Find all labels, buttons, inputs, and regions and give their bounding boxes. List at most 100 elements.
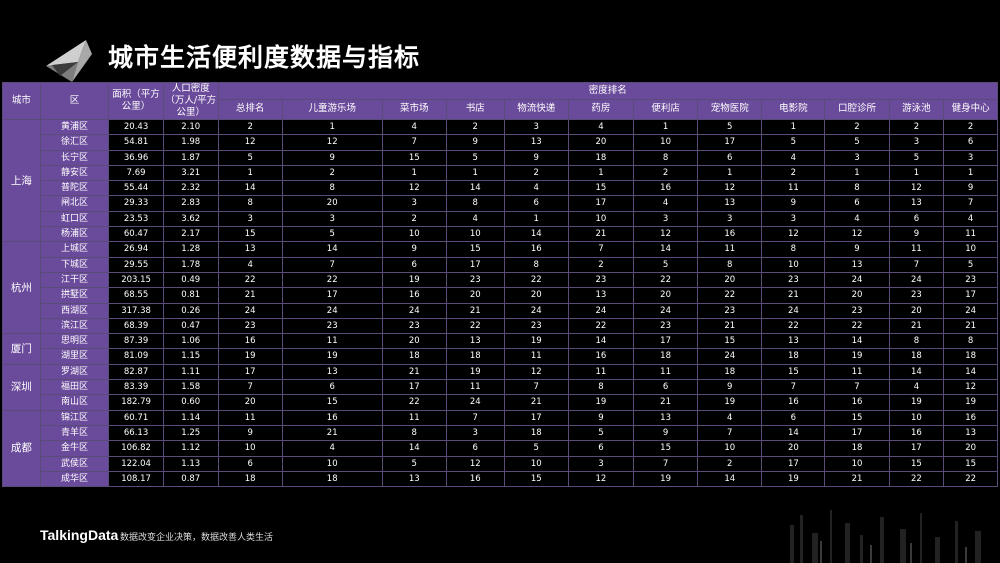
table-row: 虹口区 23.53 3.62 3 3 2 4 1 10 3 3 3 4 6 4 [3,210,998,228]
rank-cell: 18 [217,470,283,488]
rank-cell: 18 [824,440,890,457]
area-cell: 66.13 [108,424,164,442]
density-cell: 2.17 [162,226,219,243]
rank-cell: 21 [633,394,699,411]
rank-cell: 14 [503,226,569,243]
density-cell: 0.49 [162,271,219,289]
density-cell: 0.81 [162,287,219,304]
area-cell: 108.17 [108,470,164,488]
footer-slogan: 数据改变企业决策，数据改善人类生活 [120,533,274,543]
rank-cell: 1 [445,164,505,182]
rank-cell: 7 [824,379,890,396]
rank-cell: 10 [761,256,826,273]
rank-cell: 3 [217,210,283,228]
rank-cell: 5 [633,256,699,273]
rank-cell: 12 [281,134,383,151]
rank-cell: 19 [567,394,635,411]
rank-cell: 3 [381,195,447,212]
rank-cell: 4 [445,210,505,228]
rank-cell: 20 [943,440,998,457]
rank-cell: 19 [503,333,569,350]
rank-cell: 13 [824,256,890,273]
rank-cell: 23 [281,317,383,335]
rank-cell: 23 [633,317,699,335]
rank-cell: 16 [503,241,569,258]
rank-cell: 21 [697,317,763,335]
rank-cell: 2 [697,455,763,472]
rank-cell: 20 [445,287,505,304]
rank-cell: 6 [888,210,945,228]
rank-cell: 13 [503,134,569,151]
header-rank-col: 宠物医院 [697,98,763,121]
rank-cell: 18 [281,470,383,488]
rank-cell: 6 [633,379,699,396]
rank-cell: 10 [888,409,945,426]
rank-cell: 22 [943,470,998,488]
rank-cell: 22 [281,271,383,289]
rank-cell: 9 [445,134,505,151]
table-row: 拱墅区 68.55 0.81 21 17 16 20 20 13 20 22 21 20 23 17 [3,287,998,304]
rank-cell: 18 [697,363,763,381]
rank-cell: 15 [888,455,945,472]
rank-cell: 10 [281,455,383,472]
rank-cell: 6 [281,379,383,396]
rank-cell: 4 [281,440,383,457]
rank-cell: 20 [281,195,383,212]
rank-cell: 12 [381,180,447,197]
rank-cell: 24 [503,302,569,319]
rank-cell: 7 [697,424,763,442]
rank-cell: 6 [217,455,283,472]
area-cell: 36.96 [108,149,164,166]
rank-cell: 13 [281,363,383,381]
district-cell: 徐汇区 [39,134,110,151]
rank-cell: 2 [943,118,998,136]
rank-cell: 17 [888,440,945,457]
rank-cell: 16 [633,180,699,197]
page-title: 城市生活便利度数据与指标 [108,43,421,72]
rank-cell: 18 [445,348,505,365]
rank-cell: 11 [217,409,283,426]
rank-cell: 15 [824,409,890,426]
rank-cell: 19 [281,348,383,365]
density-cell: 1.06 [162,333,219,350]
rank-cell: 16 [761,394,826,411]
rank-cell: 16 [943,409,998,426]
rank-cell: 11 [503,348,569,365]
rank-cell: 1 [503,210,569,228]
rank-cell: 14 [697,470,763,488]
rank-cell: 9 [888,226,945,243]
district-cell: 西湖区 [39,302,110,319]
density-cell: 0.47 [162,317,219,335]
rank-cell: 2 [381,210,447,228]
district-cell: 拱墅区 [39,287,110,304]
rank-cell: 3 [888,134,945,151]
rank-cell: 12 [503,363,569,381]
table-row: 青羊区 66.13 1.25 9 21 8 3 18 5 9 7 14 17 16 13 [3,424,998,442]
rank-cell: 8 [888,333,945,350]
district-cell: 滨江区 [39,317,110,335]
city-cell: 成都 [2,409,41,488]
density-cell: 1.28 [162,241,219,258]
rank-cell: 2 [217,118,283,136]
rank-cell: 11 [824,363,890,381]
district-cell: 罗湖区 [39,363,110,381]
rank-cell: 17 [943,287,998,304]
rank-cell: 24 [445,394,505,411]
rank-cell: 19 [824,348,890,365]
rank-cell: 6 [824,195,890,212]
table-row: 徐汇区 54.81 1.98 12 12 7 9 13 20 10 17 5 5 3 6 [3,134,998,151]
district-cell: 福田区 [39,379,110,396]
rank-cell: 2 [633,164,699,182]
rank-cell: 20 [381,333,447,350]
rank-cell: 17 [824,424,890,442]
rank-cell: 23 [824,302,890,319]
rank-cell: 24 [824,271,890,289]
district-cell: 下城区 [39,256,110,273]
area-cell: 68.39 [108,317,164,335]
rank-cell: 22 [761,317,826,335]
rank-cell: 9 [281,149,383,166]
rank-cell: 17 [217,363,283,381]
rank-cell: 7 [281,256,383,273]
header-rank-col: 药房 [567,98,635,121]
rank-cell: 17 [445,256,505,273]
